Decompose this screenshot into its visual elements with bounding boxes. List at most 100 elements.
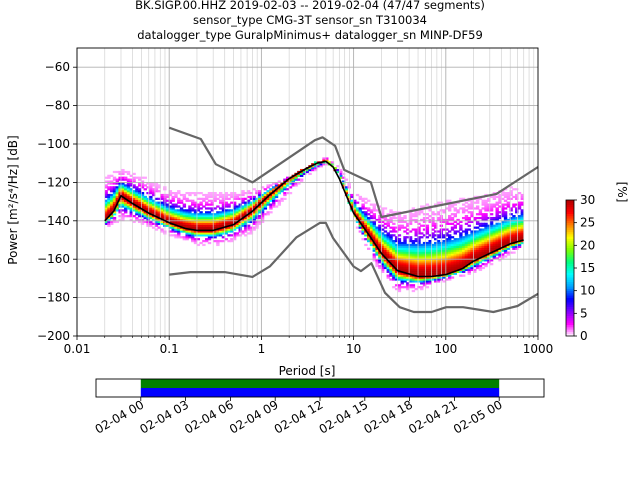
- psd-density-cell: [517, 205, 522, 208]
- psd-density-cell: [420, 288, 424, 291]
- psd-density-cell: [473, 234, 477, 237]
- psd-density-cell: [140, 205, 145, 208]
- psd-density-cell: [372, 209, 376, 212]
- psd-density-cell: [417, 236, 421, 239]
- psd-density-cell: [389, 245, 393, 248]
- psd-density-cell: [475, 230, 480, 233]
- psd-density-cell: [118, 184, 122, 187]
- psd-density-cell: [509, 226, 513, 229]
- psd-density-cell: [227, 234, 231, 237]
- psd-density-cell: [380, 241, 385, 245]
- psd-density-cell: [202, 226, 206, 229]
- timeline-tick-label: 02-05 00: [451, 397, 505, 436]
- psd-density-cell: [512, 243, 516, 247]
- psd-density-cell: [367, 216, 371, 220]
- psd-density-cell: [422, 228, 427, 231]
- psd-density-cell: [417, 213, 421, 216]
- psd-density-cell: [397, 257, 402, 260]
- psd-density-cell: [406, 282, 410, 285]
- psd-density-cell: [207, 228, 212, 231]
- psd-density-cell: [428, 278, 432, 281]
- psd-density-cell: [383, 255, 388, 258]
- psd-density-cell: [193, 192, 198, 195]
- psd-density-cell: [191, 201, 195, 204]
- psd-density-cell: [481, 224, 485, 227]
- psd-density-cell: [118, 178, 122, 181]
- psd-density-cell: [341, 182, 346, 185]
- psd-density-cell: [436, 230, 441, 233]
- psd-density-cell: [431, 264, 435, 268]
- psd-density-cell: [464, 257, 469, 260]
- psd-density-cell: [308, 168, 312, 172]
- psd-density-cell: [112, 197, 117, 200]
- psd-density-cell: [450, 241, 455, 245]
- psd-density-cell: [210, 193, 214, 197]
- psd-density-cell: [428, 276, 432, 279]
- psd-density-cell: [450, 236, 455, 239]
- psd-density-cell: [118, 182, 122, 185]
- psd-density-cell: [400, 268, 404, 272]
- psd-density-cell: [392, 255, 396, 258]
- psd-density-cell: [475, 234, 480, 237]
- psd-density-cell: [389, 274, 393, 277]
- psd-density-cell: [196, 197, 201, 200]
- psd-density-cell: [182, 236, 187, 239]
- psd-density-cell: [400, 266, 404, 270]
- psd-density-cell: [420, 245, 424, 248]
- psd-density-cell: [484, 224, 488, 227]
- colorbar-segment: [566, 274, 574, 278]
- psd-density-cell: [495, 236, 499, 239]
- psd-density-cell: [121, 209, 125, 212]
- psd-density-cell: [380, 236, 385, 239]
- psd-density-cell: [177, 218, 181, 222]
- psd-density-cell: [456, 257, 460, 260]
- psd-density-cell: [227, 203, 231, 206]
- psd-density-cell: [461, 270, 466, 273]
- psd-density-cell: [188, 234, 192, 237]
- psd-density-cell: [414, 264, 418, 268]
- psd-density-cell: [137, 218, 142, 222]
- colorbar-segment: [566, 222, 574, 226]
- psd-density-cell: [517, 243, 522, 247]
- psd-density-cell: [420, 209, 424, 212]
- psd-density-cell: [492, 205, 497, 208]
- psd-density-cell: [475, 216, 480, 220]
- psd-density-cell: [512, 195, 516, 199]
- psd-density-cell: [157, 220, 161, 224]
- psd-density-cell: [350, 193, 354, 197]
- psd-density-cell: [478, 259, 483, 262]
- psd-density-cell: [311, 163, 315, 166]
- psd-density-cell: [227, 228, 231, 231]
- y-tick-label: −80: [45, 99, 70, 113]
- psd-density-cell: [118, 170, 122, 174]
- psd-density-cell: [417, 241, 421, 245]
- psd-density-cell: [378, 224, 382, 227]
- psd-density-cell: [473, 255, 477, 258]
- psd-density-cell: [434, 266, 438, 270]
- psd-density-cell: [461, 261, 466, 264]
- psd-density-cell: [202, 205, 206, 208]
- psd-density-cell: [258, 197, 262, 200]
- psd-density-cell: [478, 216, 483, 220]
- psd-density-cell: [207, 232, 212, 235]
- psd-density-cell: [431, 270, 435, 273]
- psd-density-cell: [517, 228, 522, 231]
- psd-density-cell: [411, 257, 416, 260]
- psd-density-cell: [149, 224, 153, 227]
- psd-density-cell: [498, 226, 502, 229]
- psd-density-cell: [372, 243, 376, 247]
- psd-density-cell: [394, 245, 399, 248]
- psd-density-cell: [431, 220, 435, 224]
- psd-density-cell: [249, 209, 254, 212]
- psd-density-cell: [501, 249, 505, 252]
- psd-density-cell: [392, 245, 396, 248]
- psd-density-cell: [369, 203, 374, 206]
- psd-density-cell: [498, 240, 502, 243]
- psd-density-cell: [515, 193, 519, 197]
- psd-density-cell: [503, 218, 508, 222]
- psd-density-cell: [378, 253, 382, 256]
- psd-density-cell: [230, 226, 234, 229]
- psd-density-cell: [442, 243, 446, 247]
- psd-density-cell: [461, 259, 466, 262]
- psd-density-cell: [515, 247, 519, 250]
